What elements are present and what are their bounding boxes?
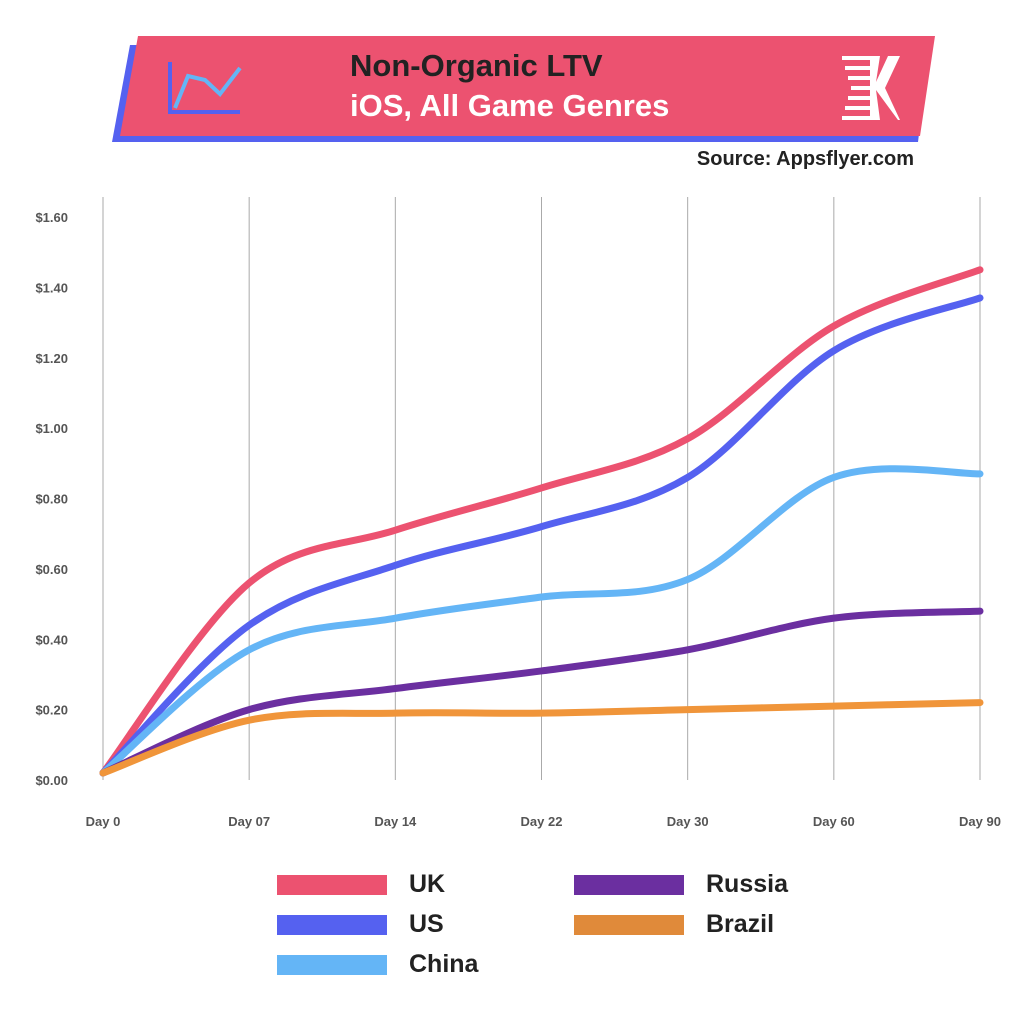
line-chart-icon bbox=[168, 62, 242, 114]
legend-label: US bbox=[409, 910, 444, 938]
x-tick-label: Day 90 bbox=[959, 814, 1001, 829]
y-tick-label: $0.40 bbox=[35, 632, 68, 647]
logo-k-icon bbox=[842, 56, 900, 120]
x-tick-label: Day 22 bbox=[521, 814, 563, 829]
legend-swatch bbox=[277, 874, 387, 895]
y-tick-label: $1.00 bbox=[35, 421, 68, 436]
legend-item-china: China bbox=[277, 950, 478, 979]
x-tick-label: Day 14 bbox=[374, 814, 417, 829]
x-tick-label: Day 0 bbox=[86, 814, 121, 829]
y-tick-label: $1.20 bbox=[35, 351, 68, 366]
x-tick-label: Day 60 bbox=[813, 814, 855, 829]
y-tick-label: $0.80 bbox=[35, 492, 68, 507]
y-tick-label: $1.40 bbox=[35, 280, 68, 295]
legend-item-us: US bbox=[277, 910, 444, 939]
legend-item-uk: UK bbox=[277, 870, 445, 899]
banner-background bbox=[120, 36, 935, 136]
y-tick-label: $0.00 bbox=[35, 773, 68, 788]
series-line-uk bbox=[99, 266, 984, 777]
legend-label: China bbox=[409, 950, 479, 978]
legend-item-brazil: Brazil bbox=[574, 910, 774, 939]
y-tick-label: $0.60 bbox=[35, 562, 68, 577]
legend-label: Russia bbox=[706, 870, 788, 898]
y-tick-label: $1.60 bbox=[35, 210, 68, 225]
y-tick-label: $0.20 bbox=[35, 703, 68, 718]
series-line-russia bbox=[99, 607, 984, 777]
legend-swatch bbox=[574, 914, 684, 935]
series-line-us bbox=[99, 294, 984, 777]
legend-label: UK bbox=[409, 870, 446, 898]
chart-title: Non-Organic LTV bbox=[350, 48, 603, 83]
legend: UK US China Russia Brazil bbox=[277, 870, 797, 1000]
series-line-china bbox=[99, 465, 984, 777]
source-label: Source: Appsflyer.com bbox=[696, 148, 914, 170]
x-tick-label: Day 30 bbox=[667, 814, 709, 829]
title-banner bbox=[112, 36, 935, 142]
legend-swatch bbox=[277, 914, 387, 935]
series-line-brazil bbox=[99, 699, 984, 777]
legend-swatch bbox=[277, 954, 387, 975]
x-tick-label: Day 07 bbox=[228, 814, 270, 829]
legend-item-russia: Russia bbox=[574, 870, 788, 899]
legend-label: Brazil bbox=[706, 910, 775, 938]
chart-subtitle: iOS, All Game Genres bbox=[350, 88, 670, 123]
legend-swatch bbox=[574, 874, 684, 895]
line-chart: Day 0 Day 07 Day 14 Day 22 Day 30 Day 60 Day 9… bbox=[35, 197, 1001, 829]
